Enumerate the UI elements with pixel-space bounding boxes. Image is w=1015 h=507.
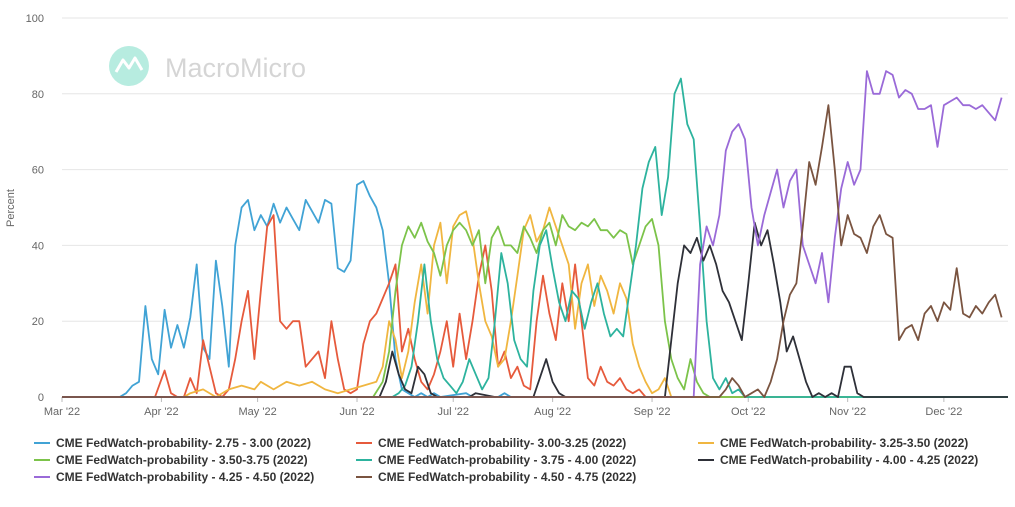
- legend-label: CME FedWatch-probability - 4.50 - 4.75 (…: [378, 470, 637, 484]
- y-axis-label: Percent: [5, 189, 17, 227]
- y-tick-label: 0: [38, 392, 44, 404]
- legend-item[interactable]: CME FedWatch-probability - 4.50 - 4.75 (…: [356, 470, 636, 484]
- y-tick-label: 20: [32, 316, 44, 328]
- legend-swatch: [698, 459, 714, 461]
- x-axis: Mar '22 Apr '22 May '22 Jun '22 Jul '22 Aug '…: [44, 397, 962, 418]
- series-line-2[interactable]: [62, 214, 1008, 398]
- legend-label: CME FedWatch-probability - 4.25 - 4.50 (…: [56, 470, 315, 484]
- y-axis: 0 20 40 60 80 100: [26, 13, 44, 404]
- series-line-6[interactable]: [62, 221, 1008, 398]
- legend-label: CME FedWatch-probability- 3.25-3.50 (202…: [720, 436, 969, 450]
- series-line-4[interactable]: [62, 214, 1008, 398]
- series-line-8[interactable]: [62, 104, 1003, 398]
- x-tick-label: Nov '22: [829, 406, 866, 418]
- legend-swatch: [356, 459, 372, 461]
- legend-label: CME FedWatch-probability- 2.75 - 3.00 (2…: [56, 436, 311, 450]
- series-line-3[interactable]: [62, 206, 1008, 398]
- watermark: MacroMicro: [109, 46, 306, 86]
- x-tick-label: Jun '22: [339, 406, 374, 418]
- legend-item[interactable]: CME FedWatch-probability - 3.50-3.75 (20…: [34, 453, 308, 467]
- watermark-text: MacroMicro: [165, 53, 306, 83]
- x-tick-label: Jul '22: [438, 406, 469, 418]
- legend-label: CME FedWatch-probability - 3.50-3.75 (20…: [56, 453, 308, 467]
- y-tick-label: 40: [32, 240, 44, 252]
- series-lines: [62, 70, 1008, 398]
- legend-item[interactable]: CME FedWatch-probability - 3.75 - 4.00 (…: [356, 453, 636, 467]
- series-line-1[interactable]: [62, 180, 1008, 398]
- legend-item[interactable]: CME FedWatch-probability- 3.25-3.50 (202…: [698, 436, 968, 450]
- legend-label: CME FedWatch-probability - 3.75 - 4.00 (…: [378, 453, 637, 467]
- legend-item[interactable]: CME FedWatch-probability- 2.75 - 3.00 (2…: [34, 436, 311, 450]
- legend-swatch: [34, 476, 50, 478]
- x-tick-label: Sep '22: [634, 406, 671, 418]
- legend-item[interactable]: CME FedWatch-probability - 4.25 - 4.50 (…: [34, 470, 314, 484]
- legend-swatch: [356, 442, 372, 444]
- legend-label: CME FedWatch-probability - 4.00 - 4.25 (…: [720, 453, 979, 467]
- macromicro-logo-icon: [109, 46, 149, 86]
- legend-swatch: [698, 442, 714, 444]
- macromicro-logo-glyph: [114, 56, 144, 73]
- series-line-5[interactable]: [62, 77, 1008, 398]
- legend-swatch: [356, 476, 372, 478]
- legend-item[interactable]: CME FedWatch-probability- 3.00-3.25 (202…: [356, 436, 626, 450]
- x-tick-label: Oct '22: [731, 406, 766, 418]
- x-tick-label: May '22: [239, 406, 277, 418]
- y-tick-label: 100: [26, 13, 44, 25]
- legend-label: CME FedWatch-probability- 3.00-3.25 (202…: [378, 436, 627, 450]
- legend-swatch: [34, 442, 50, 444]
- x-tick-label: Apr '22: [144, 406, 179, 418]
- legend-item[interactable]: CME FedWatch-probability - 4.00 - 4.25 (…: [698, 453, 978, 467]
- y-tick-label: 80: [32, 89, 44, 101]
- x-tick-label: Dec '22: [925, 406, 962, 418]
- y-tick-label: 60: [32, 165, 44, 177]
- legend-swatch: [34, 459, 50, 461]
- x-tick-label: Mar '22: [44, 406, 80, 418]
- x-tick-label: Aug '22: [534, 406, 571, 418]
- series-line-7[interactable]: [62, 70, 1003, 398]
